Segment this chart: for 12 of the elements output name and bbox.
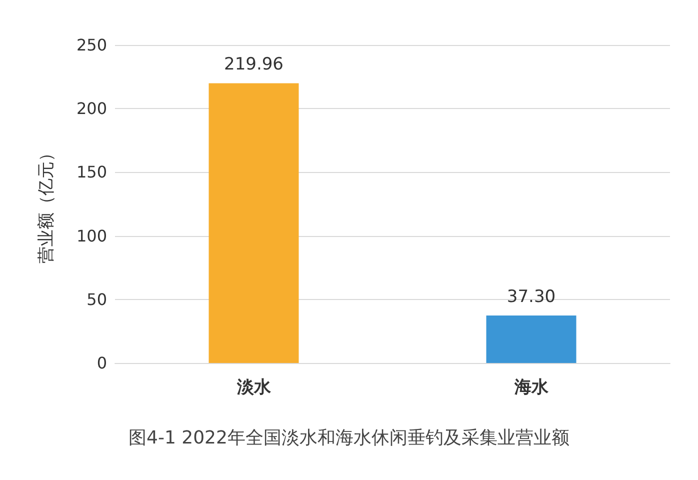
- data-label: 219.96: [224, 54, 284, 75]
- text: 图4-1 2022年全国淡水和海水休闲垂钓及采集业营业额: [128, 428, 570, 448]
- data-label: 37.30: [506, 287, 556, 308]
- y-tick-label: 50: [86, 290, 107, 309]
- y-tick-label: 0: [96, 354, 107, 372]
- x-tick-label: 淡水: [236, 378, 272, 398]
- y-tick-label: 200: [76, 99, 107, 118]
- x-tick-label: 海水: [513, 378, 550, 398]
- y-tick-label: 250: [76, 36, 107, 54]
- y-tick-label: 150: [76, 162, 107, 182]
- y-tick-label: 100: [76, 226, 107, 246]
- y-axis-title: 营业额（亿元）: [36, 144, 56, 264]
